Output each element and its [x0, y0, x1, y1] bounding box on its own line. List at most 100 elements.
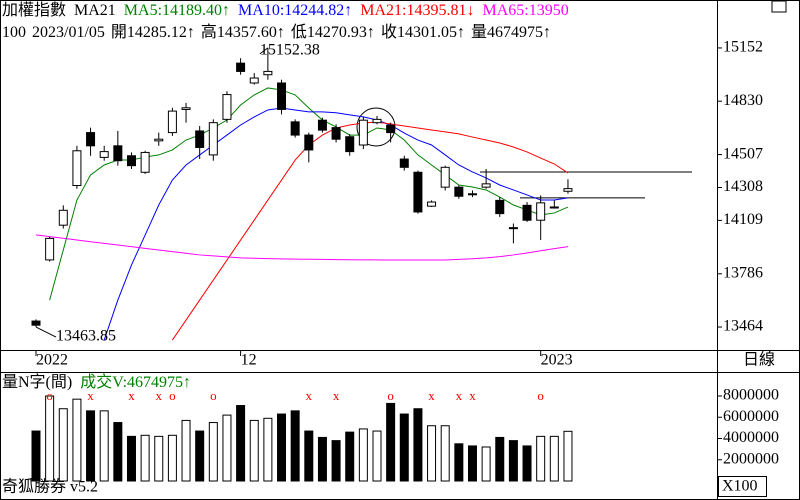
- candle-body: [481, 183, 491, 188]
- legend-entry: MA21:14395.81↓: [360, 2, 474, 19]
- volume-bar: [413, 408, 423, 482]
- legend-entry: MA5:14189.40↑: [124, 2, 230, 19]
- quote-info: 收14301.05↑: [381, 23, 465, 41]
- signal: x: [469, 388, 476, 403]
- x-tick-label: 12: [241, 352, 257, 369]
- candle-body: [522, 204, 532, 221]
- candle-body: [563, 188, 573, 192]
- y-tick-label: 15152: [723, 39, 763, 56]
- volume-bar: [358, 428, 368, 482]
- quote-info: 開14285.12↑: [111, 24, 195, 41]
- candle-body: [427, 201, 437, 207]
- candle-body: [126, 155, 136, 167]
- legend-entry: MA10:14244.82↑: [238, 2, 352, 19]
- candle-body: [399, 158, 409, 168]
- volume-bar: [236, 405, 246, 482]
- volume-bar: [263, 417, 273, 482]
- y-tick-label: 14308: [723, 178, 763, 195]
- candle-body: [86, 132, 96, 147]
- candle-body: [304, 134, 314, 151]
- candle-body: [222, 94, 232, 120]
- candle-body: [536, 202, 546, 221]
- candle-body: [277, 82, 287, 110]
- quote-info: 量4674975↑: [471, 24, 551, 41]
- y-tick-label: 14507: [723, 145, 763, 162]
- scale-box: [718, 476, 767, 497]
- signal: o: [46, 388, 53, 403]
- candle-body: [372, 118, 382, 124]
- candle-body: [195, 130, 205, 148]
- chart-title: 加權指數: [2, 1, 66, 19]
- annotation-leader: [259, 47, 269, 55]
- candle-body: [358, 119, 368, 146]
- volume-bar: [563, 430, 573, 482]
- y-tick-label: 14109: [723, 211, 763, 228]
- candle-body: [45, 237, 55, 261]
- volume-bar: [208, 422, 218, 482]
- annotation: 15152.38: [260, 42, 320, 59]
- volume-bar: [549, 435, 559, 482]
- candle-body: [549, 206, 559, 209]
- volume-bar: [113, 422, 123, 482]
- candle-body: [249, 77, 259, 84]
- volume-bar: [331, 440, 341, 482]
- scale-label: X100: [722, 478, 758, 495]
- y-tick-label: 14830: [723, 92, 763, 109]
- volume-bar: [58, 408, 68, 482]
- ma-line: [171, 121, 569, 341]
- y-tick-label: 13464: [723, 318, 763, 335]
- y-tick-label: 6000000: [723, 408, 779, 425]
- signal: x: [456, 388, 463, 403]
- volume-bar: [454, 443, 464, 482]
- panel-title: 量N字(間): [2, 373, 72, 391]
- candle-body: [413, 171, 423, 213]
- y-tick-label: 4000000: [723, 429, 779, 446]
- volume-bar: [277, 413, 287, 482]
- volume-bar: [126, 435, 136, 482]
- period-label: 日線: [743, 351, 775, 369]
- quote-info: 2023/01/05: [32, 24, 105, 41]
- volume-bar: [45, 395, 55, 482]
- header: 加權指數 MA21 MA5:14189.40↑ MA10:14244.82↑ MA21:…: [2, 1, 569, 19]
- signal: x: [428, 388, 435, 403]
- volume-bar: [154, 435, 164, 482]
- quote-info: 100: [2, 24, 26, 41]
- signal: x: [128, 388, 135, 403]
- candle-body: [140, 151, 150, 173]
- volume-bar: [31, 430, 41, 482]
- volume-bar: [440, 425, 450, 482]
- candle-body: [99, 151, 109, 158]
- signal: o: [537, 388, 544, 403]
- panel-subtitle: 成交V:4674975↑: [80, 373, 191, 391]
- legend-entry: MA65:13950: [483, 2, 569, 19]
- volume-bar: [508, 440, 518, 482]
- footer: 奇狐勝券 v5.2: [2, 478, 98, 496]
- volume-bar: [467, 445, 477, 482]
- x-tick-label: 2023: [541, 352, 573, 369]
- volume-bar: [249, 419, 259, 482]
- candle-body: [440, 166, 450, 188]
- volume-bar: [386, 402, 396, 482]
- volume-bar: [399, 413, 409, 482]
- signal: x: [333, 388, 340, 403]
- window-icon[interactable]: [771, 0, 787, 13]
- signal: x: [87, 388, 94, 403]
- signal: x: [306, 388, 313, 403]
- volume-bar: [304, 430, 314, 482]
- volume-bar: [290, 410, 300, 482]
- volume-bar: [140, 434, 150, 482]
- volume-bar: [372, 430, 382, 482]
- signal: o: [387, 388, 394, 403]
- volume-bar: [522, 445, 532, 482]
- candle-body: [58, 209, 68, 226]
- signal: x: [156, 388, 163, 403]
- volume-bar: [99, 410, 109, 482]
- volume-bar: [495, 436, 505, 482]
- volume-bar: [181, 419, 191, 482]
- volume-bar: [195, 430, 205, 482]
- x-tick-label: 2022: [36, 352, 68, 369]
- candle-body: [508, 227, 518, 230]
- volume-bar: [536, 435, 546, 482]
- volume-bar: [317, 436, 327, 482]
